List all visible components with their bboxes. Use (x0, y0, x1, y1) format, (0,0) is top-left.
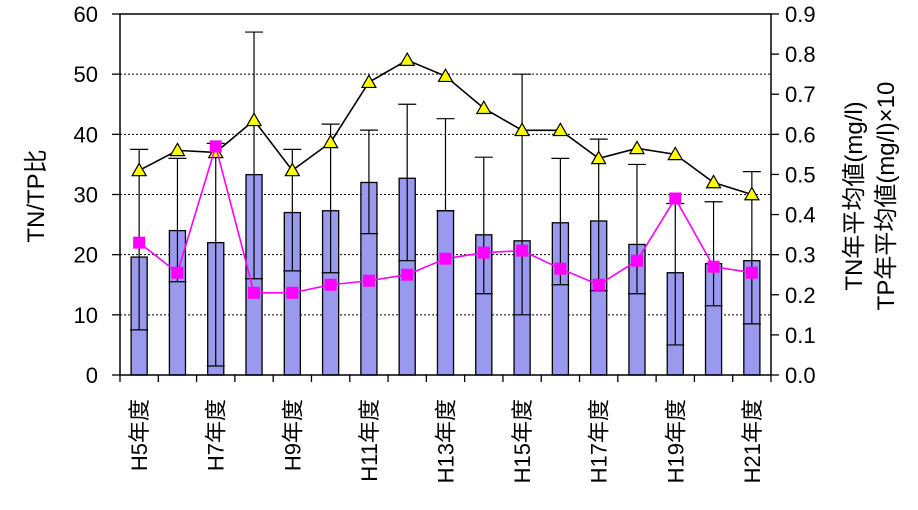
tp-point (554, 262, 567, 275)
category-label: H17年度 (587, 399, 612, 483)
category-label: H7年度 (204, 399, 229, 471)
tp-point (477, 246, 490, 259)
tp-point (630, 254, 643, 267)
tn-point (514, 122, 531, 137)
bar (436, 210, 455, 376)
tp-point (401, 268, 414, 281)
tn-point (437, 67, 454, 83)
tp-point (286, 286, 299, 299)
category-label: H21年度 (740, 399, 765, 483)
tn-point (245, 112, 263, 127)
tp-line-series (133, 140, 758, 299)
right-tick-label: 0.7 (785, 82, 816, 107)
tn-point (284, 162, 301, 177)
right-tick-label: 0.5 (785, 162, 816, 187)
tp-point (133, 236, 146, 249)
left-tick-label: 30 (74, 183, 98, 208)
right-tick-label: 0.6 (785, 122, 816, 147)
tn-point (590, 150, 607, 165)
left-tick-label: 40 (74, 122, 98, 147)
tp-point (439, 252, 452, 265)
tp-point (745, 266, 758, 279)
tn-point (360, 73, 377, 89)
tn-point (552, 122, 569, 137)
right-tick-label: 0.0 (785, 363, 816, 388)
tn-point (399, 51, 416, 66)
right-axis-ticks: 0.0 0.1 0.2 0.3 0.4 0.5 0.6 0.7 0.8 0.9 (771, 2, 816, 388)
category-label: H9年度 (280, 399, 305, 471)
category-label: H15年度 (510, 399, 535, 483)
tp-point (592, 278, 605, 291)
category-label: H19年度 (663, 399, 688, 483)
category-labels: H5年度 H7年度 H9年度 H11年度 H13年度 H15年度 H17年度 H19年度 H21… (119, 375, 772, 483)
category-label: H13年度 (434, 399, 459, 483)
left-tick-label: 0 (86, 363, 98, 388)
tp-point (516, 244, 529, 257)
error-bars (130, 31, 761, 367)
left-tick-label: 60 (74, 2, 98, 27)
tn-point (169, 142, 186, 157)
right-tick-label: 0.8 (785, 42, 816, 67)
tp-point (669, 192, 682, 205)
tn-point (628, 140, 646, 155)
tn-point (475, 100, 492, 115)
tp-point (362, 274, 375, 287)
right-tick-label: 0.4 (785, 203, 816, 228)
tn-point (131, 162, 148, 177)
left-tick-label: 50 (74, 62, 98, 87)
tn-point (667, 146, 684, 161)
left-tick-label: 20 (74, 243, 98, 268)
right-axis-title-tp: TP年平均値(mg/l)×10 (873, 82, 900, 311)
left-axis-title: TN/TP比 (23, 149, 50, 242)
tp-point (171, 266, 184, 279)
right-tick-label: 0.3 (785, 243, 816, 268)
tn-point (705, 174, 722, 189)
right-tick-label: 0.1 (785, 323, 816, 348)
right-tick-label: 0.9 (785, 2, 816, 27)
right-tick-label: 0.2 (785, 283, 816, 308)
tn-point (743, 186, 760, 201)
tn-line-series (131, 51, 760, 201)
left-tick-label: 10 (74, 303, 98, 328)
category-label: H11年度 (357, 399, 382, 482)
category-label: H5年度 (127, 399, 152, 471)
tn-point (322, 134, 339, 149)
left-axis-ticks: 0 10 20 30 40 50 60 (74, 2, 120, 388)
tp-point (324, 278, 337, 291)
tp-point (209, 140, 222, 153)
tp-point (248, 286, 261, 299)
right-axis-title-tn: TN年平均値(mg/l) (841, 101, 868, 290)
tp-point (707, 260, 720, 273)
